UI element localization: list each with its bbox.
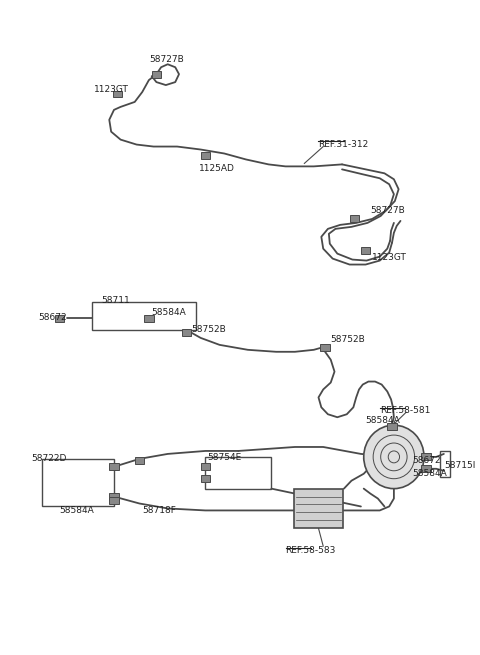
Bar: [109, 463, 119, 470]
Bar: [55, 314, 64, 322]
Bar: [205, 457, 271, 489]
Text: 58727B: 58727B: [371, 206, 405, 215]
Bar: [294, 489, 343, 529]
Text: 58727B: 58727B: [149, 55, 184, 64]
Bar: [349, 215, 359, 223]
Bar: [109, 497, 119, 504]
Text: 58711: 58711: [102, 296, 131, 305]
Bar: [421, 465, 431, 472]
Bar: [440, 451, 450, 477]
Text: 58672: 58672: [38, 313, 67, 322]
Bar: [182, 329, 191, 337]
Text: 58722D: 58722D: [31, 454, 66, 463]
Text: 58718F: 58718F: [142, 506, 176, 515]
Text: 58584A: 58584A: [366, 416, 400, 425]
Text: 58584A: 58584A: [60, 506, 94, 515]
Text: 58672: 58672: [413, 456, 442, 465]
Text: 58752B: 58752B: [331, 335, 365, 344]
Text: 58584A: 58584A: [413, 469, 447, 477]
Text: 1125AD: 1125AD: [199, 164, 235, 174]
Text: 1123GT: 1123GT: [372, 253, 407, 261]
Bar: [152, 71, 161, 78]
Text: 58754E: 58754E: [207, 453, 241, 462]
Text: REF.58-581: REF.58-581: [380, 406, 430, 415]
Bar: [144, 314, 154, 322]
Text: 58752B: 58752B: [191, 325, 226, 334]
Circle shape: [364, 425, 424, 489]
Bar: [42, 459, 114, 506]
Bar: [135, 457, 144, 464]
Text: 1123GT: 1123GT: [94, 85, 129, 94]
Bar: [361, 247, 371, 254]
Bar: [387, 422, 396, 430]
Text: REF.31-312: REF.31-312: [319, 140, 369, 149]
Bar: [201, 463, 210, 470]
Bar: [109, 493, 119, 500]
Text: 58584A: 58584A: [152, 308, 186, 317]
Text: REF.58-583: REF.58-583: [286, 546, 336, 555]
Bar: [320, 345, 330, 351]
Bar: [113, 90, 122, 98]
Text: 58715I: 58715I: [444, 461, 475, 470]
Bar: [201, 476, 210, 482]
Bar: [201, 152, 210, 159]
Bar: [92, 302, 196, 330]
Bar: [421, 453, 431, 460]
